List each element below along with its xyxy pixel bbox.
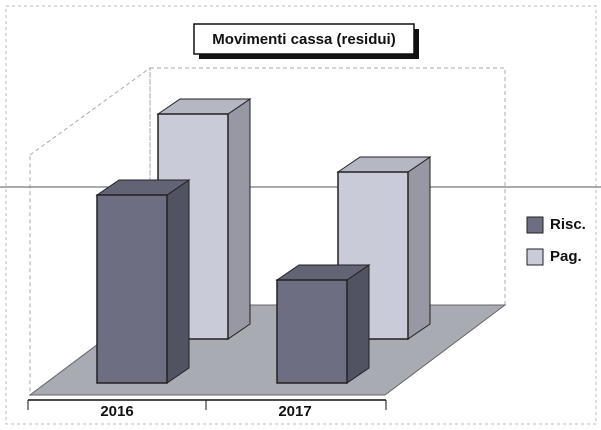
x-tick-label: 2016 [100, 403, 133, 420]
legend-label: Risc. [550, 216, 586, 233]
bar-side [346, 264, 370, 384]
title-box [193, 23, 415, 55]
bar-side [227, 98, 251, 340]
bar-side [407, 156, 431, 340]
bar [276, 279, 348, 384]
bar-side [166, 179, 190, 384]
legend-label: Pag. [550, 248, 582, 265]
bar [96, 194, 168, 384]
legend-swatch [526, 248, 544, 266]
legend-swatch [526, 216, 544, 234]
frame [5, 5, 597, 425]
chart-title: Movimenti cassa (residui) [212, 31, 395, 48]
x-tick-label: 2017 [278, 403, 311, 420]
